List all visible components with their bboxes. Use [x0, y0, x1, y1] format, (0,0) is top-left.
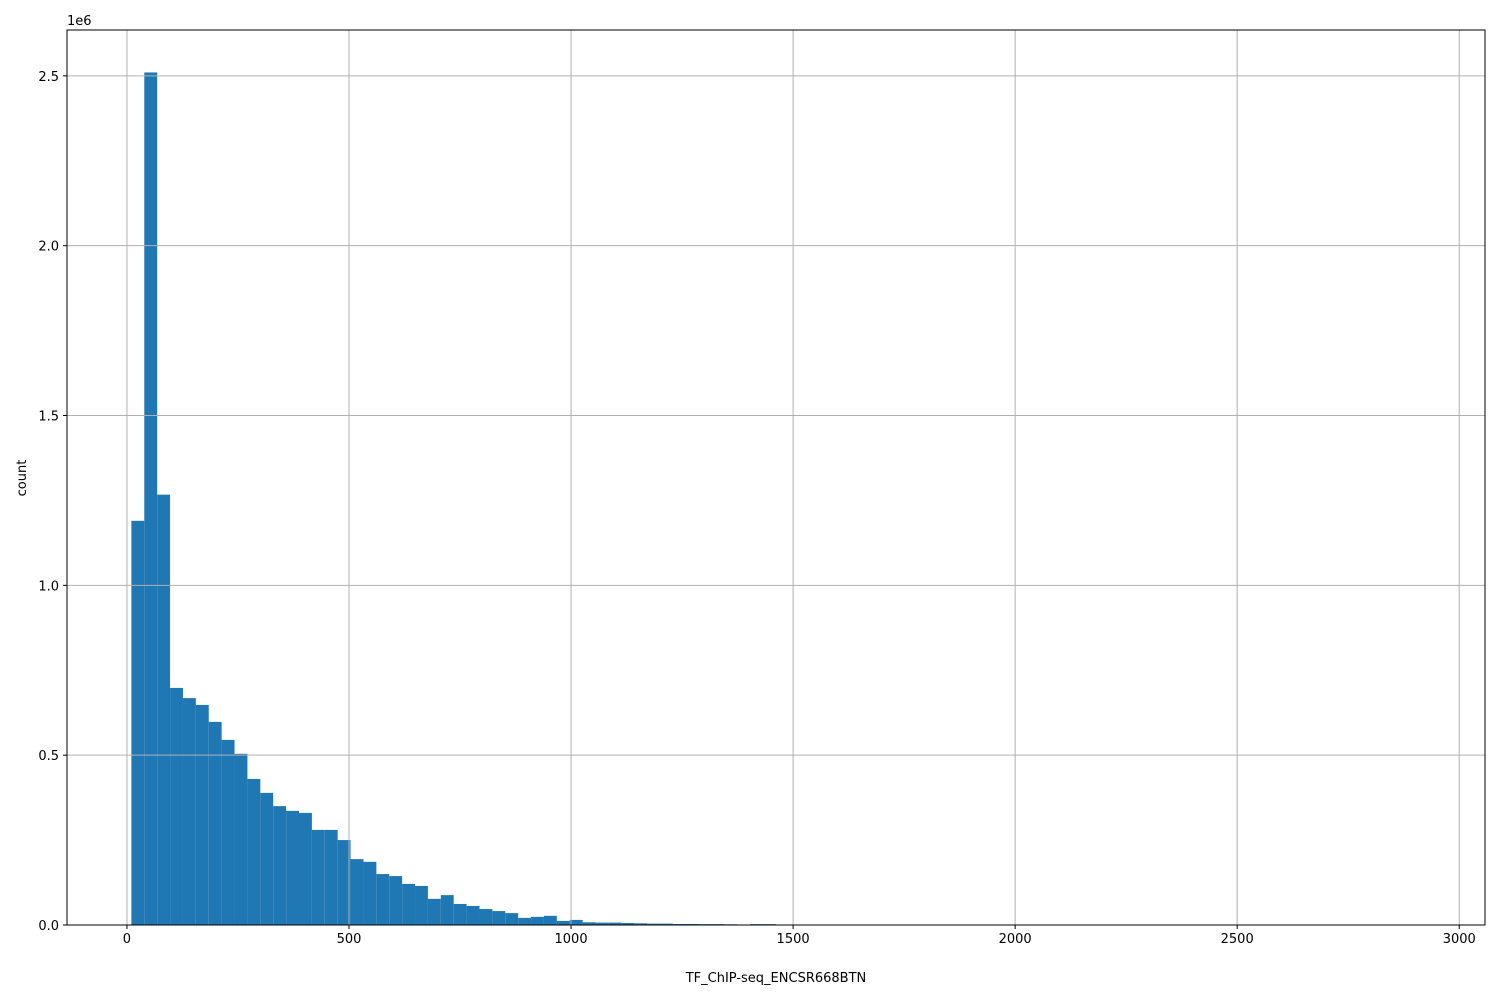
- histogram-bar: [415, 886, 428, 925]
- histogram-bar: [389, 876, 402, 925]
- x-tick-label: 1000: [555, 932, 588, 947]
- histogram-bar: [222, 740, 235, 925]
- histogram-bar: [505, 913, 518, 925]
- x-tick-label: 2500: [1221, 932, 1254, 947]
- histogram-bar: [247, 779, 260, 925]
- x-tick-label: 0: [123, 932, 131, 947]
- histogram-bar: [325, 830, 338, 925]
- histogram-bar: [286, 811, 299, 925]
- histogram-bar: [273, 806, 286, 925]
- y-axis-label: count: [15, 460, 30, 497]
- histogram-bar: [170, 688, 183, 925]
- histogram-bar: [492, 911, 505, 925]
- histogram-bar: [376, 874, 389, 925]
- axes-frame: [67, 30, 1485, 925]
- histogram-bar: [441, 895, 454, 925]
- y-tick-label: 1.5: [38, 410, 59, 425]
- histogram-bar: [363, 862, 376, 925]
- histogram-bar: [351, 859, 364, 925]
- histogram-bar: [131, 521, 144, 925]
- histogram-bar: [157, 495, 170, 925]
- x-tick-label: 500: [337, 932, 362, 947]
- histogram-bar: [209, 722, 222, 925]
- y-tick-label: 0.5: [38, 749, 59, 764]
- histogram-bar: [235, 754, 248, 925]
- histogram-bar: [402, 884, 415, 925]
- x-tick-label: 3000: [1443, 932, 1476, 947]
- histogram-bar: [531, 917, 544, 925]
- histogram-bar: [312, 830, 325, 925]
- histogram-bar: [557, 921, 570, 925]
- x-tick-label: 1500: [777, 932, 810, 947]
- histogram-bar: [196, 705, 209, 925]
- x-axis-label: TF_ChIP-seq_ENCSR668BTN: [685, 971, 867, 986]
- histogram-bar: [454, 904, 467, 925]
- y-tick-label: 1.0: [38, 579, 59, 594]
- x-tick-label: 2000: [999, 932, 1032, 947]
- y-tick-label: 0.0: [38, 919, 59, 934]
- y-offset-label: 1e6: [67, 14, 92, 29]
- y-tick-label: 2.0: [38, 240, 59, 255]
- histogram-bar: [144, 72, 157, 925]
- histogram-bar: [467, 906, 480, 925]
- histogram-bar: [518, 918, 531, 925]
- y-tick-label: 2.5: [38, 70, 59, 85]
- histogram-bar: [299, 813, 312, 925]
- histogram-bar: [428, 899, 441, 925]
- histogram-bar: [570, 920, 583, 925]
- histogram-bar: [183, 698, 196, 925]
- histogram-bar: [260, 793, 273, 925]
- histogram-bar: [544, 916, 557, 925]
- histogram-bar: [479, 909, 492, 925]
